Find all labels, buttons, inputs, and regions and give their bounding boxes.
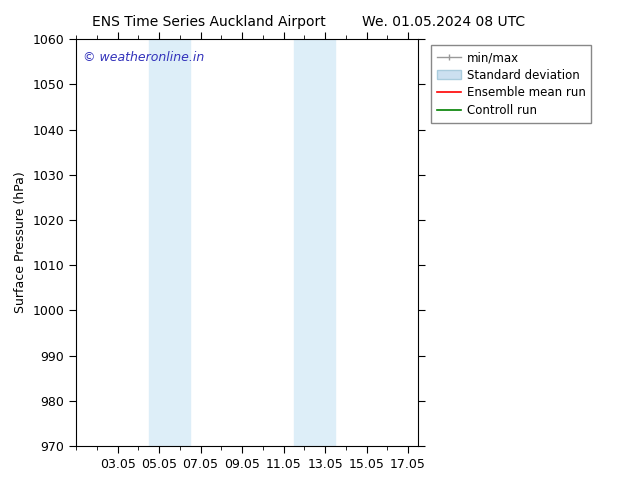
Text: We. 01.05.2024 08 UTC: We. 01.05.2024 08 UTC [362,15,526,29]
Text: © weatheronline.in: © weatheronline.in [83,51,204,64]
Text: ENS Time Series Auckland Airport: ENS Time Series Auckland Airport [93,15,326,29]
Bar [294,39,335,446]
Bar [149,39,190,446]
Y-axis label: Surface Pressure (hPa): Surface Pressure (hPa) [14,172,27,314]
Legend: min/max, Standard deviation, Ensemble mean run, Controll run: min/max, Standard deviation, Ensemble me… [431,45,592,123]
